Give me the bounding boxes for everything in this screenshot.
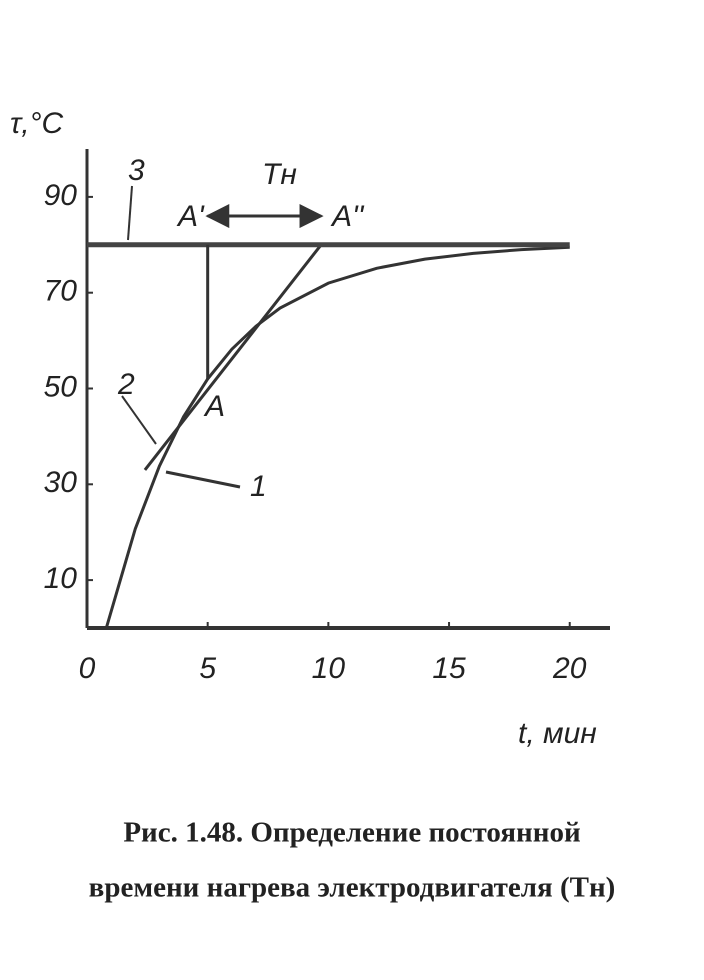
y-tick-label: 30 bbox=[44, 466, 78, 499]
leader-line bbox=[127, 185, 133, 241]
annotation: A bbox=[203, 390, 225, 423]
x-tick-label: 5 bbox=[199, 652, 216, 685]
y-axis-label: τ,°C bbox=[10, 107, 64, 140]
leader-line bbox=[121, 395, 157, 445]
x-axis-label: t, мин bbox=[518, 717, 597, 750]
y-tick-label: 50 bbox=[44, 370, 78, 403]
x-tick-label: 15 bbox=[432, 652, 466, 685]
y-tick-label: 10 bbox=[44, 562, 78, 595]
y-tick-label: 90 bbox=[44, 179, 78, 212]
x-tick-label: 0 bbox=[79, 652, 96, 685]
annotation: 1 bbox=[250, 470, 267, 503]
x-tick-label: 20 bbox=[552, 652, 587, 685]
annotation: A'' bbox=[330, 200, 365, 233]
caption: времени нагрева электродвигателя (Tн) bbox=[89, 872, 616, 904]
annotation: 3 bbox=[128, 154, 145, 187]
leader-line bbox=[165, 470, 241, 489]
annotation: A' bbox=[176, 200, 205, 233]
series-line bbox=[143, 243, 323, 471]
x-tick-label: 10 bbox=[312, 652, 346, 685]
series-line bbox=[104, 245, 570, 629]
y-tick-label: 70 bbox=[44, 275, 78, 308]
annotation: 2 bbox=[117, 368, 135, 401]
caption: Рис. 1.48. Определение постоянной bbox=[123, 817, 580, 849]
annotation: Tн bbox=[262, 158, 297, 191]
